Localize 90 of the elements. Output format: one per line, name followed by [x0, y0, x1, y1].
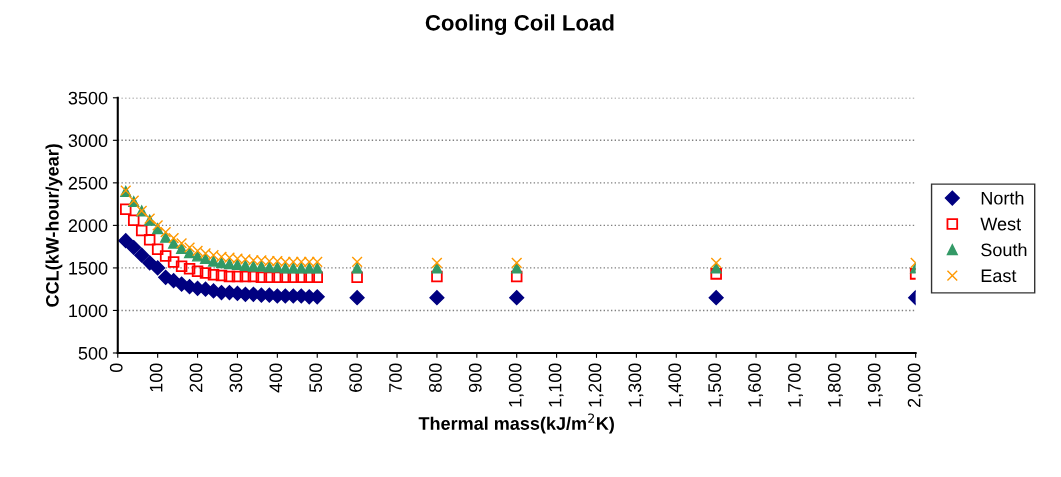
y-tick-label: 3000 — [68, 134, 108, 148]
y-tick-label: 1000 — [69, 304, 108, 318]
x-tick-label: 700 — [389, 363, 402, 392]
point — [183, 262, 196, 275]
point — [351, 262, 363, 274]
point — [239, 270, 252, 283]
x-tick-label: 500 — [309, 363, 323, 393]
point — [175, 260, 188, 272]
point — [199, 267, 212, 279]
point — [429, 290, 445, 306]
point — [168, 237, 180, 249]
point — [431, 262, 443, 274]
x-axis-title: Thermal mass(kJ/m$^{2}$K) — [418, 413, 614, 434]
x-tick-label: 300 — [229, 363, 243, 393]
point — [184, 241, 196, 254]
y-tick-label: 2500 — [68, 176, 108, 190]
point — [118, 233, 134, 249]
legend-label: North — [981, 191, 1024, 205]
point — [271, 261, 283, 273]
y-tick-label: 1500 — [69, 261, 108, 275]
x-tick-label: 100 — [149, 363, 163, 392]
x-tick-label: 1,900 — [867, 363, 883, 407]
x-tick-label: 2,000 — [907, 363, 923, 407]
point — [126, 239, 142, 256]
point — [311, 271, 324, 284]
x-tick-label: 1,500 — [708, 363, 724, 407]
point — [207, 268, 220, 281]
point — [160, 226, 172, 238]
y-axis-title: CCL(kW-hour/year) — [45, 144, 63, 307]
point — [160, 231, 172, 243]
point — [151, 243, 164, 255]
point — [167, 256, 180, 268]
x-tick-label: 400 — [269, 363, 283, 393]
point — [127, 214, 140, 227]
point — [231, 270, 244, 283]
point — [134, 247, 150, 263]
point — [255, 271, 268, 284]
x-tick-label: 900 — [468, 363, 482, 392]
y-tick-label: 500 — [78, 346, 108, 360]
legend-label: East — [981, 269, 1017, 283]
point — [263, 261, 275, 273]
x-tick-label: 1,000 — [508, 363, 524, 407]
x-tick-label: 200 — [189, 363, 203, 392]
point — [510, 270, 523, 283]
point — [159, 250, 172, 262]
point — [431, 270, 443, 283]
point — [150, 260, 166, 276]
x-tick-label: 1,200 — [588, 363, 604, 407]
chart-title: Cooling Coil Load — [425, 14, 614, 36]
point — [247, 260, 259, 272]
point — [271, 271, 284, 284]
point — [431, 257, 443, 269]
point — [511, 257, 523, 269]
point — [349, 290, 365, 306]
point — [215, 269, 228, 282]
point — [311, 262, 323, 274]
point — [351, 271, 363, 284]
x-tick-label: 1,700 — [788, 363, 803, 407]
x-tick-label: 1,800 — [827, 363, 843, 407]
point — [191, 265, 204, 278]
point — [176, 237, 188, 249]
point — [223, 270, 236, 283]
point — [199, 253, 212, 265]
point — [152, 219, 164, 231]
point — [710, 268, 722, 280]
legend-label: South — [981, 243, 1027, 257]
point — [239, 259, 251, 271]
x-tick-label: 1,600 — [748, 363, 764, 407]
x-tick-label: 1,300 — [628, 363, 644, 407]
point — [119, 203, 132, 215]
point — [509, 290, 525, 306]
x-tick-label: 600 — [349, 363, 362, 392]
x-tick-label: 800 — [428, 363, 442, 393]
point — [255, 260, 267, 272]
point — [135, 224, 148, 237]
point — [710, 262, 722, 274]
point — [168, 232, 180, 244]
y-tick-label: 3500 — [68, 91, 108, 105]
point — [176, 242, 188, 254]
point — [710, 257, 722, 269]
point — [708, 290, 724, 306]
x-tick-label: 1,400 — [668, 363, 684, 407]
point — [351, 256, 363, 268]
point — [143, 234, 156, 246]
y-tick-label: 2000 — [68, 219, 108, 233]
x-tick-label: 1,100 — [548, 363, 564, 407]
point — [263, 271, 276, 284]
x-tick-label: 0 — [109, 363, 123, 373]
point — [247, 270, 260, 283]
legend-label: West — [980, 217, 1021, 231]
